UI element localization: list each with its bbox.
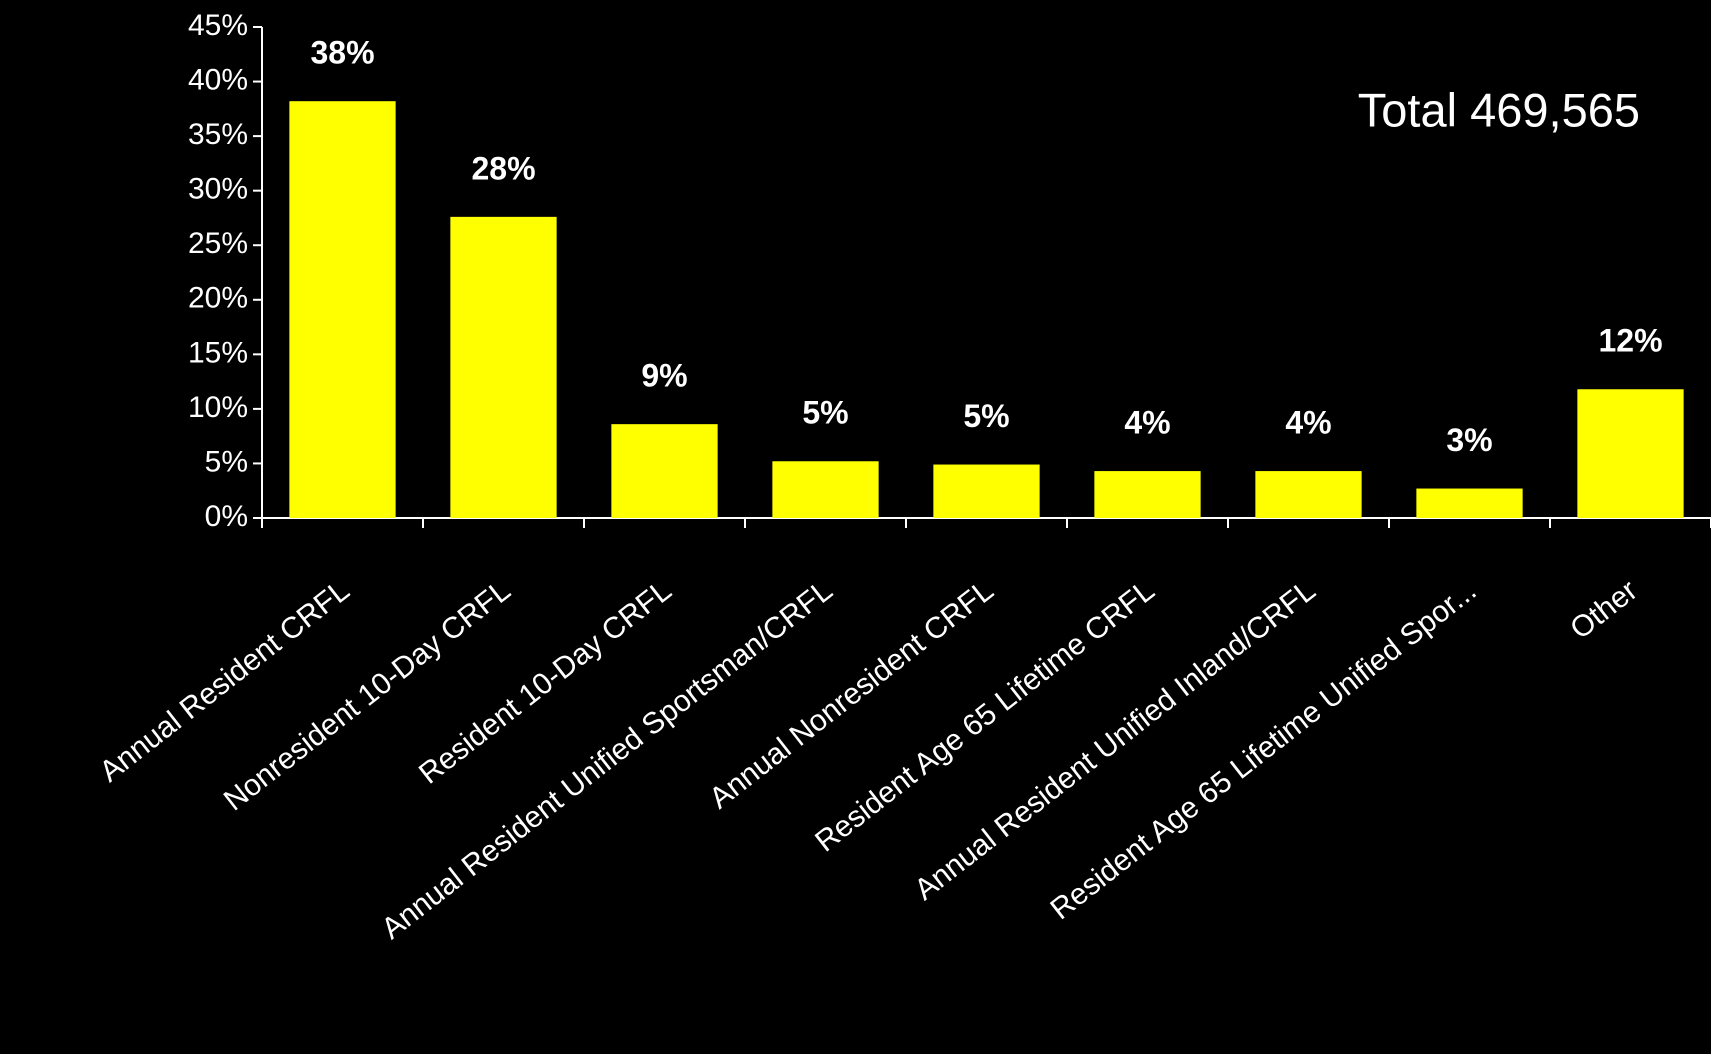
y-tick-label: 15% — [188, 336, 248, 369]
y-tick-label: 25% — [188, 227, 248, 260]
y-tick-label: 30% — [188, 173, 248, 206]
bar — [289, 101, 396, 518]
x-tick-label: Annual Nonresident CRFL — [703, 574, 999, 816]
value-label: 12% — [1598, 323, 1662, 359]
x-tick-label: Annual Resident CRFL — [94, 574, 356, 789]
bar — [611, 424, 718, 518]
bar — [1577, 389, 1684, 518]
bar — [1094, 471, 1201, 518]
total-annotation: Total 469,565 — [1358, 83, 1640, 136]
value-label: 5% — [963, 398, 1009, 434]
bar — [450, 216, 557, 518]
x-tick-label: Other — [1564, 574, 1643, 646]
y-tick-label: 5% — [205, 445, 248, 478]
bar — [1255, 471, 1362, 518]
y-tick-label: 35% — [188, 118, 248, 151]
y-tick-label: 20% — [188, 282, 248, 315]
bar — [1416, 488, 1523, 518]
x-tick-label: Nonresident 10-Day CRFL — [218, 574, 517, 818]
value-label: 3% — [1446, 422, 1492, 458]
y-tick-label: 10% — [188, 391, 248, 424]
bar — [772, 461, 879, 518]
x-tick-label: Resident 10-Day CRFL — [413, 574, 678, 791]
value-label: 5% — [802, 395, 848, 431]
value-label: 4% — [1124, 405, 1170, 441]
x-tick-label: Resident Age 65 Lifetime CRFL — [809, 574, 1160, 859]
value-label: 38% — [310, 35, 374, 71]
value-label: 9% — [641, 358, 687, 394]
value-label: 4% — [1285, 405, 1331, 441]
y-tick-label: 45% — [188, 9, 248, 42]
y-tick-label: 40% — [188, 63, 248, 96]
bar — [933, 464, 1040, 518]
value-label: 28% — [471, 150, 535, 186]
y-tick-label: 0% — [205, 500, 248, 533]
